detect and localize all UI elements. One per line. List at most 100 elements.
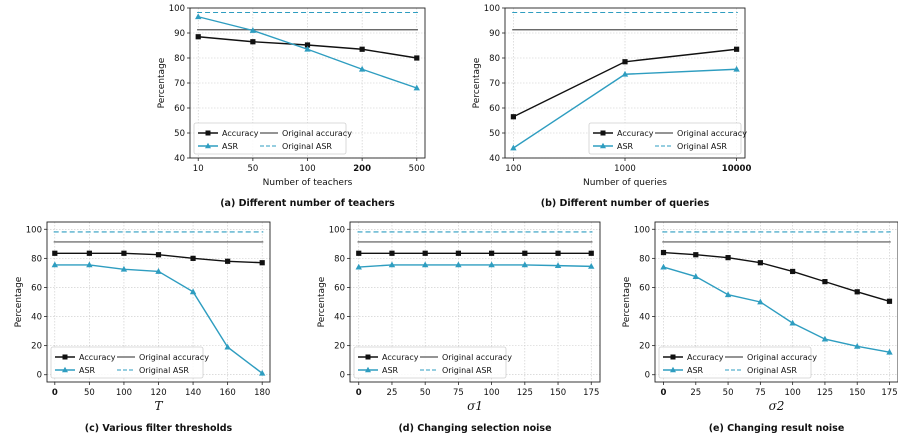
asr-point <box>304 45 311 52</box>
legend-asr-label: ASR <box>687 366 704 375</box>
accuracy-point <box>356 250 362 256</box>
legend-orig-asr-label: Original ASR <box>139 366 189 375</box>
asr-point <box>421 261 429 268</box>
legend-asr-marker <box>365 366 371 373</box>
legend-orig-asr-label: Original ASR <box>282 142 332 151</box>
accuracy-point <box>121 250 127 256</box>
accuracy-point <box>886 298 893 304</box>
legend-orig-asr-label: Original ASR <box>442 366 492 375</box>
asr-point <box>692 273 699 279</box>
legend: Accuracy ASR Original accuracy Original ASR <box>353 346 512 379</box>
y-tick-label: 40 <box>334 313 345 323</box>
x-tick-label: 0 <box>52 388 58 398</box>
asr-point <box>660 263 667 270</box>
accuracy-point <box>86 250 92 256</box>
accuracy-point <box>510 114 516 120</box>
asr-point <box>821 335 829 342</box>
x-tick-label: 100 <box>785 388 801 398</box>
legend-asr-label: ASR <box>382 366 399 375</box>
x-tick-label: 75 <box>453 388 464 398</box>
accuracy-point <box>790 268 796 275</box>
accuracy-point <box>422 250 428 256</box>
legend-asr-marker <box>62 366 68 373</box>
accuracy-point <box>190 255 196 261</box>
accuracy-point <box>693 252 699 258</box>
legend-box <box>658 346 812 379</box>
legend-asr-label: ASR <box>79 366 96 375</box>
asr-point <box>455 261 462 268</box>
y-tick-label: 50 <box>489 129 500 139</box>
legend-accuracy-label: Accuracy <box>687 353 724 362</box>
plot-frame <box>349 221 601 383</box>
asr-point <box>358 65 366 72</box>
chart-panel-a: 40 50 60 70 80 90 100 10 50 100 200 500 Percentage Nu… <box>157 4 426 209</box>
y-tick-label: 100 <box>484 4 500 14</box>
asr-point <box>86 261 93 268</box>
x-tick-label: 100 <box>505 164 521 174</box>
chart-panel-e: 0 20 40 60 80 100 0 25 50 75 100 125 150 175 Percentag… <box>622 221 898 434</box>
y-tick-label: 100 <box>26 225 42 235</box>
panel-caption: (a) Different number of teachers <box>220 198 395 209</box>
legend-accuracy-label: Accuracy <box>382 353 419 362</box>
y-tick-label: 20 <box>31 342 42 352</box>
y-tick-label: 60 <box>334 283 345 293</box>
x-tick-label: 50 <box>247 164 258 174</box>
y-tick-label: 0 <box>37 371 42 381</box>
accuracy-point <box>588 250 594 256</box>
legend-asr-marker <box>205 142 211 149</box>
y-tick-label: 60 <box>639 283 650 293</box>
legend: Accuracy ASR Original accuracy Original ASR <box>193 122 352 155</box>
asr-point <box>249 27 257 33</box>
y-tick-label: 60 <box>174 104 185 114</box>
x-tick-label: 500 <box>409 164 425 174</box>
x-axis-label: σ1 <box>467 399 483 413</box>
asr-point <box>621 70 629 77</box>
legend-box <box>588 122 742 155</box>
chart-panel-b: 40 50 60 70 80 90 100 100 1000 10000 Percentage Num… <box>472 4 751 209</box>
accuracy-point <box>455 250 461 256</box>
x-tick-label: 100 <box>483 388 499 398</box>
y-tick-label: 100 <box>169 4 185 14</box>
asr-point <box>510 144 517 151</box>
x-tick-label: 200 <box>353 164 371 174</box>
series-line-asr <box>358 264 592 268</box>
accuracy-point <box>822 279 828 285</box>
accuracy-point <box>522 250 528 256</box>
asr-point <box>554 262 562 269</box>
y-axis-label: Percentage <box>157 57 167 108</box>
y-axis-label: Percentage <box>472 57 482 108</box>
panel-caption: (d) Changing selection noise <box>398 423 551 434</box>
asr-point <box>521 261 529 268</box>
y-tick-label: 80 <box>334 254 345 264</box>
legend-orig-accuracy-label: Original accuracy <box>442 353 512 362</box>
asr-point <box>195 13 202 20</box>
x-tick-label: 100 <box>299 164 315 174</box>
asr-point <box>258 369 266 376</box>
accuracy-point <box>489 250 495 256</box>
asr-point <box>224 343 231 350</box>
y-tick-label: 20 <box>639 342 650 352</box>
legend-accuracy-label: Accuracy <box>617 129 654 138</box>
y-axis-label: Percentage <box>317 276 327 327</box>
y-tick-label: 80 <box>639 254 650 264</box>
y-tick-label: 80 <box>174 54 185 64</box>
accuracy-point <box>622 59 628 65</box>
x-tick-label: 175 <box>583 388 599 398</box>
panel-caption: (c) Various filter thresholds <box>85 423 233 434</box>
x-tick-label: 0 <box>661 388 667 398</box>
accuracy-point <box>195 34 201 40</box>
y-axis-label: Percentage <box>622 276 632 327</box>
legend-orig-accuracy-label: Original accuracy <box>747 353 817 362</box>
accuracy-point <box>155 252 162 258</box>
y-tick-label: 40 <box>639 313 650 323</box>
x-tick-label: 150 <box>849 388 865 398</box>
legend: Accuracy ASR Original accuracy Original ASR <box>50 346 209 379</box>
y-tick-label: 0 <box>645 371 650 381</box>
legend-box <box>353 346 507 379</box>
x-axis-label: σ2 <box>769 399 785 413</box>
x-tick-label: 10000 <box>722 164 752 174</box>
accuracy-point <box>660 249 667 256</box>
asr-point <box>488 261 495 268</box>
legend-asr-marker <box>600 142 606 149</box>
